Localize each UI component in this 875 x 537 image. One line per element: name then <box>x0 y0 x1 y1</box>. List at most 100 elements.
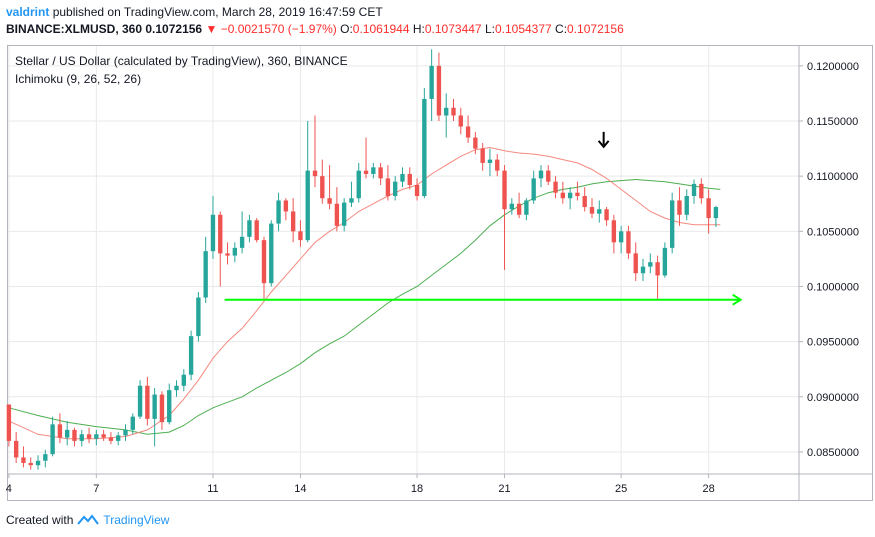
candle-body <box>371 167 376 174</box>
candle <box>495 154 500 177</box>
candle-body <box>414 184 420 197</box>
candle <box>575 181 580 201</box>
candle <box>290 198 296 243</box>
candle-body <box>611 220 617 243</box>
candle-body <box>79 434 84 441</box>
candle-body <box>305 170 310 241</box>
y-tick-label: 0.0850000 <box>807 447 859 459</box>
published-line: valdrint published on TradingView.com, M… <box>6 5 383 19</box>
candle <box>203 236 208 304</box>
candle <box>218 211 223 287</box>
candle <box>57 413 63 444</box>
candle <box>363 137 369 179</box>
candle <box>232 242 238 263</box>
candle <box>407 167 412 190</box>
candle <box>699 178 704 204</box>
y-tick-label: 0.0900000 <box>807 392 859 404</box>
candle <box>655 255 660 300</box>
created-with-text: Created with <box>6 513 74 527</box>
candle-body <box>290 211 296 232</box>
candle-body <box>261 240 267 284</box>
candle-body <box>137 385 143 417</box>
candle <box>341 198 347 232</box>
candle-body <box>356 170 361 199</box>
candle-body <box>589 207 595 214</box>
author-link[interactable]: valdrint <box>6 5 50 19</box>
candle <box>618 225 624 254</box>
candle <box>444 93 449 138</box>
candle-body <box>691 183 697 197</box>
candle-body <box>210 214 216 252</box>
high-label: H: <box>412 22 425 36</box>
candle <box>691 179 697 204</box>
candle-body <box>655 262 660 276</box>
candle-body <box>531 178 536 201</box>
candle <box>436 52 442 122</box>
candle <box>531 170 536 204</box>
candle <box>582 187 587 212</box>
candle <box>414 178 420 201</box>
candle <box>181 369 186 392</box>
candle-body <box>232 247 238 256</box>
x-tick-label: 18 <box>411 483 423 495</box>
open-label: O: <box>340 22 353 36</box>
candle-body <box>400 173 405 182</box>
candle-body <box>699 183 704 199</box>
candle-body <box>458 115 463 127</box>
candle <box>560 181 566 204</box>
footer: Created with TradingView <box>6 513 169 527</box>
candle-body <box>6 404 12 441</box>
candle-body <box>451 107 456 116</box>
candle-body <box>553 181 558 193</box>
candle-body <box>502 170 507 210</box>
candle <box>101 429 106 441</box>
candle-body <box>567 192 573 199</box>
tradingview-brand[interactable]: TradingView <box>103 513 170 527</box>
candle-body <box>225 253 230 256</box>
candle-body <box>298 231 303 241</box>
candle-body <box>218 214 223 254</box>
candle-body <box>524 200 529 215</box>
change-text: −0.0021570 (−1.97%) <box>220 22 337 36</box>
tradingview-logo-icon <box>77 514 100 525</box>
candle <box>487 148 493 177</box>
candle <box>13 432 19 463</box>
candle-body <box>706 198 711 219</box>
candle <box>108 432 114 445</box>
candle <box>400 167 405 188</box>
conversion-line-series <box>8 146 721 440</box>
candle <box>422 87 427 199</box>
candle-body <box>13 440 19 458</box>
candle <box>597 200 602 223</box>
candle <box>94 429 99 446</box>
candle <box>43 449 48 468</box>
candle-body <box>648 262 653 267</box>
candle-body <box>473 137 478 149</box>
candle-body <box>327 198 332 204</box>
candle <box>567 187 573 210</box>
low-value: 0.1054377 <box>494 22 552 36</box>
y-tick-label: 0.1200000 <box>807 61 859 73</box>
candle-body <box>669 200 675 248</box>
candle <box>385 165 391 201</box>
candle <box>261 236 267 300</box>
candle-body <box>21 457 26 463</box>
candle <box>312 115 318 188</box>
candle-body <box>597 209 602 214</box>
candle <box>167 383 172 425</box>
candle <box>327 165 332 210</box>
candle-body <box>604 209 609 221</box>
y-tick-label: 0.0950000 <box>807 337 859 349</box>
candle <box>6 404 12 447</box>
candle-body <box>444 107 449 116</box>
candle <box>305 121 310 243</box>
candle-body <box>269 223 274 284</box>
candle-body <box>633 253 638 274</box>
candle <box>589 198 595 219</box>
candle <box>640 258 646 281</box>
candle-body <box>64 429 70 438</box>
candle <box>283 198 289 221</box>
candle-body <box>509 203 515 210</box>
candle-body <box>407 173 412 185</box>
